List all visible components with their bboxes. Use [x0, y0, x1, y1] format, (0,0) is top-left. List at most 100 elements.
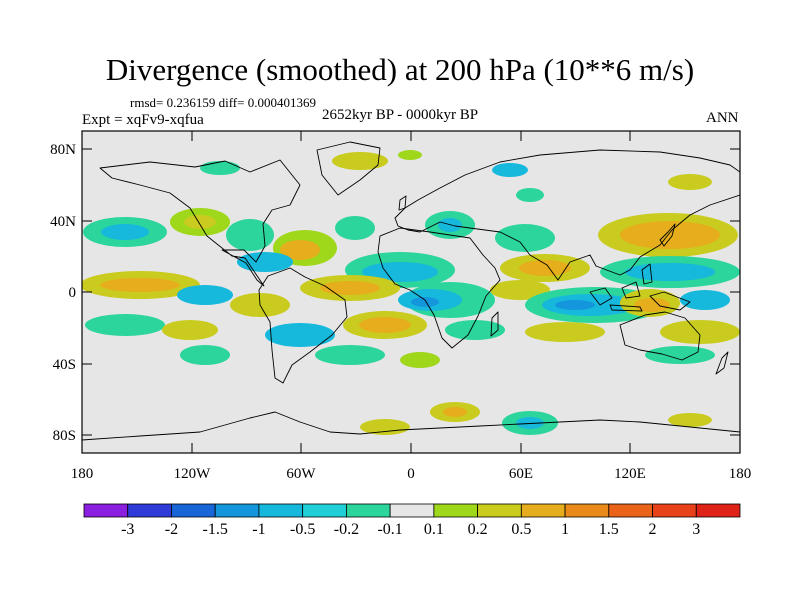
- field-blob: [516, 417, 544, 429]
- field-blob: [634, 298, 670, 312]
- field-blob: [100, 278, 180, 292]
- field-blob: [555, 300, 595, 310]
- colorbar-swatch: [345, 503, 391, 518]
- colorbar-label: 1.5: [599, 521, 619, 538]
- colorbar-label: 2: [649, 521, 657, 538]
- x-axis-label: 60E: [509, 466, 533, 482]
- field-blob: [226, 219, 274, 251]
- field-blob: [411, 297, 439, 307]
- field-blob: [492, 163, 528, 177]
- x-axis-label: 120W: [174, 466, 212, 482]
- field-blob: [237, 252, 293, 272]
- experiment-label: Expt = xqFv9-xqfua: [82, 112, 204, 128]
- colorbar-swatch: [83, 503, 129, 518]
- period-label: 2652kyr BP - 0000kyr BP: [322, 107, 479, 123]
- colorbar-label: -0.1: [377, 521, 402, 538]
- plot-title: Divergence (smoothed) at 200 hPa (10**6 …: [105, 52, 695, 87]
- field-blob: [280, 240, 320, 260]
- field-blob: [400, 352, 440, 368]
- sumatra-coastline: [589, 287, 613, 306]
- axis-ticks: [81, 131, 741, 453]
- antarctica-coastline: [82, 411, 740, 441]
- colorbar-swatch: [214, 503, 260, 518]
- y-axis-label: 80N: [50, 142, 76, 158]
- colorbar-label: -0.2: [334, 521, 359, 538]
- australia-coastline: [619, 311, 701, 361]
- field-blob: [495, 224, 555, 252]
- field-blob: [335, 216, 375, 240]
- north-america-coastline: [99, 159, 301, 287]
- x-axis-label: 180: [71, 466, 94, 482]
- colorbar-swatch: [564, 503, 610, 518]
- colorbar-swatch: [302, 503, 347, 518]
- field-blob: [443, 407, 467, 417]
- field-blob: [200, 161, 240, 175]
- eurasia-coastline: [394, 149, 740, 281]
- colorbar-swatch: [520, 503, 566, 518]
- field-blob: [184, 215, 216, 229]
- field-blob: [668, 413, 712, 427]
- stats-text: rmsd= 0.236159 diff= 0.000401369: [130, 95, 316, 110]
- field-blob: [162, 320, 218, 340]
- y-axis-label: 0: [69, 285, 77, 301]
- field-blob: [85, 314, 165, 336]
- madagascar-coastline: [490, 311, 499, 337]
- x-axis-label: 60W: [286, 466, 316, 482]
- colorbar-swatch: [695, 503, 741, 518]
- y-axis-label: 80S: [53, 428, 76, 444]
- field-blob: [660, 320, 740, 344]
- field-blob: [519, 260, 571, 276]
- colorbar-label: -1.5: [203, 521, 228, 538]
- field-blob: [265, 323, 335, 347]
- colorbar-label: -1: [252, 521, 265, 538]
- x-axis-label: 120E: [614, 466, 646, 482]
- field-blob: [332, 152, 388, 170]
- colorbar-label: 0.1: [424, 521, 444, 538]
- x-axis-label: 180: [729, 466, 752, 482]
- colorbar-label: 3: [692, 521, 700, 538]
- colorbar: [83, 503, 741, 518]
- new-guinea-coastline: [649, 291, 691, 311]
- colorbar-label: 1: [561, 521, 569, 538]
- colorbar-swatch: [171, 503, 216, 518]
- field-blob: [320, 281, 380, 295]
- colorbar-label: -3: [121, 521, 134, 538]
- colorbar-label: -0.5: [290, 521, 315, 538]
- new-zealand-coastline: [715, 351, 729, 375]
- field-blob: [645, 346, 715, 364]
- y-axis-label: 40S: [53, 357, 76, 373]
- colorbar-swatch: [433, 503, 478, 518]
- british-isles-coastline: [398, 195, 407, 211]
- colorbar-swatch: [258, 503, 304, 518]
- colorbar-label: 0.5: [511, 521, 531, 538]
- field-blob: [680, 290, 730, 310]
- colorbar-label: -2: [165, 521, 178, 538]
- field-blob: [180, 345, 230, 365]
- y-axis-label: 40N: [50, 214, 76, 230]
- field-blob: [101, 224, 149, 240]
- colorbar-swatch: [389, 503, 435, 518]
- colorbar-label: 0.2: [468, 521, 488, 538]
- divergence-fields: [82, 150, 740, 435]
- x-axis-label: 0: [407, 466, 415, 482]
- java-coastline: [609, 304, 643, 312]
- coastlines: [82, 141, 740, 441]
- field-blob: [490, 280, 550, 300]
- field-blob: [360, 419, 410, 435]
- field-blob: [177, 285, 233, 305]
- field-blob: [620, 221, 720, 249]
- season-label: ANN: [706, 110, 739, 126]
- greenland-coastline: [316, 141, 381, 196]
- field-blob: [445, 320, 505, 340]
- field-blob: [625, 263, 715, 281]
- colorbar-labels: -3 -2 -1.5 -1 -0.5 -0.2 -0.1 0.1 0.2 0.5 1 1.5 2 3: [121, 521, 700, 538]
- field-blob: [516, 188, 544, 202]
- field-blob: [315, 345, 385, 365]
- philippines-coastline: [641, 263, 653, 285]
- field-blob: [398, 150, 422, 160]
- field-blob: [525, 322, 605, 342]
- borneo-coastline: [621, 281, 641, 299]
- colorbar-swatch: [127, 503, 172, 518]
- colorbar-swatch: [652, 503, 697, 518]
